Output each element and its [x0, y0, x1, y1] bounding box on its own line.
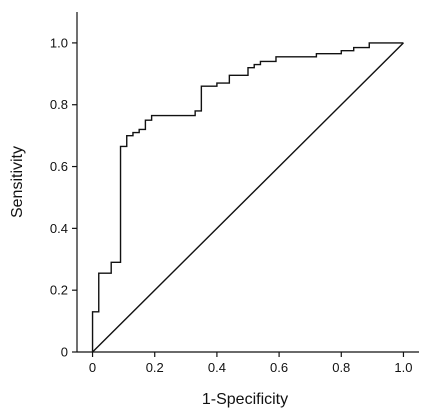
series-layer	[91, 42, 404, 353]
y-tick-label: 0	[61, 345, 68, 360]
x-tick-label: 0.2	[146, 360, 164, 375]
x-tick-label: 0	[89, 360, 96, 375]
x-tick-label: 1.0	[394, 360, 412, 375]
x-tick-label: 0.8	[332, 360, 350, 375]
y-axis-label: Sensitivity	[9, 146, 26, 218]
x-axis-label: 1-Specificity	[202, 391, 288, 408]
y-tick-label: 0.6	[50, 159, 68, 174]
axes	[76, 12, 419, 353]
y-ticks: 0 0.2 0.4 0.6 0.8 1.0	[50, 35, 77, 360]
roc-curve	[91, 42, 404, 352]
y-tick-label: 1.0	[50, 35, 68, 50]
x-ticks: 0 0.2 0.4 0.6 0.8 1.0	[89, 352, 412, 375]
y-tick-label: 0.8	[50, 97, 68, 112]
x-tick-label: 0.4	[208, 360, 226, 375]
reference-diagonal	[92, 42, 404, 353]
y-tick-label: 0.4	[50, 221, 68, 236]
y-tick-label: 0.2	[50, 283, 68, 298]
x-tick-label: 0.6	[270, 360, 288, 375]
